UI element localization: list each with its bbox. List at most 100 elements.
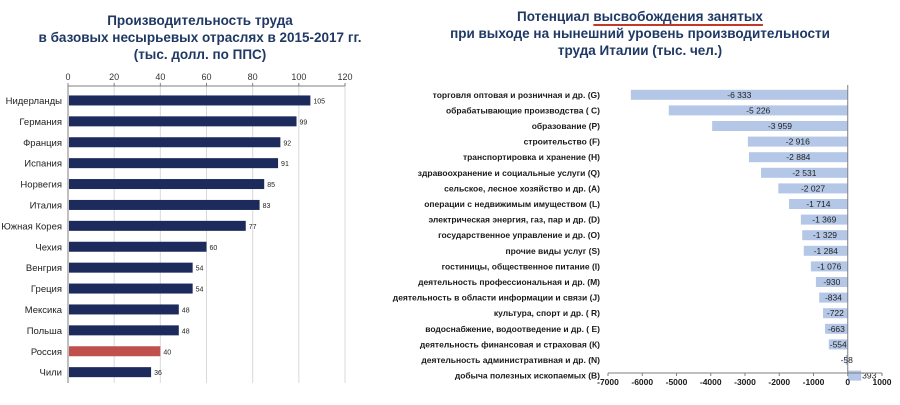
left-category-label: Норвегия	[20, 180, 62, 191]
right-bar	[825, 323, 848, 334]
right-bar	[630, 89, 848, 100]
right-category-label: торговля оптовая и розничная и др. (G)	[433, 90, 601, 100]
left-bar	[69, 346, 161, 357]
left-x-tick-label: 40	[155, 72, 165, 82]
left-chart-title: Производительность труда в базовых несыр…	[20, 12, 380, 63]
left-value-label: 40	[163, 349, 171, 356]
left-value-label: 36	[154, 370, 162, 377]
left-value-label: 92	[283, 140, 291, 147]
right-category-label: культура, спорт и др. ( R)	[494, 308, 600, 318]
productivity-bar-chart: 0 20 40 60 80 100 120 Нидерланды 105 Германия 99 Фр…	[1, 72, 353, 383]
right-category-label: здравоохранение и социальные услуги (Q)	[418, 168, 600, 178]
left-category-label: Венгрия	[26, 263, 62, 274]
left-category-label: Греция	[31, 284, 62, 295]
right-category-label: государственное управление и др. (О)	[438, 230, 600, 240]
right-x-tick-label: -3000	[734, 377, 756, 387]
right-x-tick-label: 0	[845, 377, 850, 387]
left-x-tick-label: 80	[248, 72, 258, 82]
left-bar	[69, 95, 311, 106]
right-category-label: обрабатывающие производства ( С)	[446, 105, 600, 115]
left-category-label: Франция	[23, 138, 62, 149]
right-category-label: водоснабжение, водоотведение и др. ( Е)	[425, 324, 600, 334]
left-bar	[69, 137, 281, 148]
right-value-label: -930	[823, 277, 840, 287]
left-value-label: 83	[263, 203, 271, 210]
right-x-tick-label: -1000	[803, 377, 825, 387]
right-category-label: деятельность финансовая и страховая (К)	[420, 339, 600, 349]
right-value-label: -1 076	[817, 261, 841, 271]
right-value-label: -2 027	[801, 183, 825, 193]
right-category-label: операции с недвижимым имуществом (L)	[424, 199, 600, 209]
right-category-label: сельское, лесное хозяйство и др. (А)	[444, 183, 600, 193]
right-x-tick-label: -2000	[768, 377, 790, 387]
right-value-label: -2 884	[786, 152, 810, 162]
right-value-label: 393	[862, 371, 876, 381]
left-category-label: Польша	[27, 326, 63, 337]
left-value-label: 54	[196, 287, 204, 294]
right-x-tick-label: -7000	[597, 377, 619, 387]
right-value-label: -2 916	[786, 137, 810, 147]
left-bar	[69, 304, 179, 315]
right-value-label: -5 226	[746, 105, 770, 115]
right-chart-title: Потенциал высвобождения занятых при выхо…	[430, 8, 850, 59]
right-value-label: -1 329	[813, 230, 837, 240]
right-value-label: -6 333	[727, 90, 751, 100]
left-bar	[69, 283, 193, 294]
left-title-line2: в базовых несырьевых отраслях в 2015-201…	[38, 30, 362, 45]
left-category-label: Чехия	[35, 242, 62, 253]
right-bar	[847, 370, 862, 381]
right-category-label: деятельность в области информации и связ…	[393, 293, 600, 303]
left-category-label: Мексика	[25, 305, 63, 316]
left-bar	[69, 199, 260, 210]
left-category-label: Нидерланды	[6, 96, 63, 107]
left-value-label: 54	[196, 266, 204, 273]
right-category-label: строительство (F)	[524, 137, 601, 147]
right-bar	[823, 308, 848, 319]
right-bar	[778, 183, 848, 194]
right-bar	[800, 214, 848, 225]
right-title-line1: Потенциал высвобождения занятых	[430, 8, 850, 25]
left-bar	[69, 262, 193, 273]
right-category-label: деятельность административная и др. (N)	[421, 355, 600, 365]
right-value-label: -2 531	[792, 168, 816, 178]
right-category-label: электрическая энергия, газ, пар и др. (D…	[428, 215, 600, 225]
left-bar	[69, 367, 152, 378]
right-bar	[810, 261, 848, 272]
left-value-label: 48	[182, 328, 190, 335]
right-category-label: деятельность профессиональная и др. (М)	[418, 277, 600, 287]
right-bar	[668, 105, 848, 116]
right-value-label: -834	[825, 293, 842, 303]
left-value-label: 48	[182, 307, 190, 314]
right-value-label: -554	[830, 339, 847, 349]
right-title-highlight: высвобождения занятых	[593, 9, 763, 24]
left-value-label: 85	[267, 182, 275, 189]
left-bar	[69, 158, 279, 169]
left-x-tick-label: 20	[109, 72, 119, 82]
right-category-label: прочие виды услуг (S)	[505, 246, 600, 256]
left-x-tick-label: 100	[291, 72, 306, 82]
left-title-line1: Производительность труда	[107, 13, 293, 28]
right-value-label: -1 714	[806, 199, 830, 209]
left-value-label: 99	[300, 119, 308, 126]
left-x-tick-label: 60	[201, 72, 211, 82]
right-x-tick-label: -4000	[700, 377, 722, 387]
right-value-label: -1 284	[814, 246, 838, 256]
right-bar	[747, 136, 848, 147]
right-category-label: гостиницы, общественное питание (I)	[442, 261, 601, 271]
right-value-label: -58	[841, 355, 854, 365]
right-bar	[815, 277, 848, 287]
left-bar	[69, 325, 179, 336]
right-bar	[803, 245, 848, 256]
right-x-tick-label: -5000	[666, 377, 688, 387]
left-x-tick-label: 120	[337, 72, 352, 82]
right-value-label: -1 369	[812, 215, 836, 225]
right-bar	[789, 199, 848, 209]
right-title-line3: труда Италии (тыс. чел.)	[557, 43, 723, 58]
right-bar	[712, 121, 848, 131]
left-bar	[69, 241, 207, 252]
left-category-label: Россия	[31, 347, 62, 358]
right-bar	[761, 167, 848, 178]
right-x-tick-label: -6000	[631, 377, 653, 387]
right-category-label: транспортировка и хранение (H)	[463, 152, 600, 162]
